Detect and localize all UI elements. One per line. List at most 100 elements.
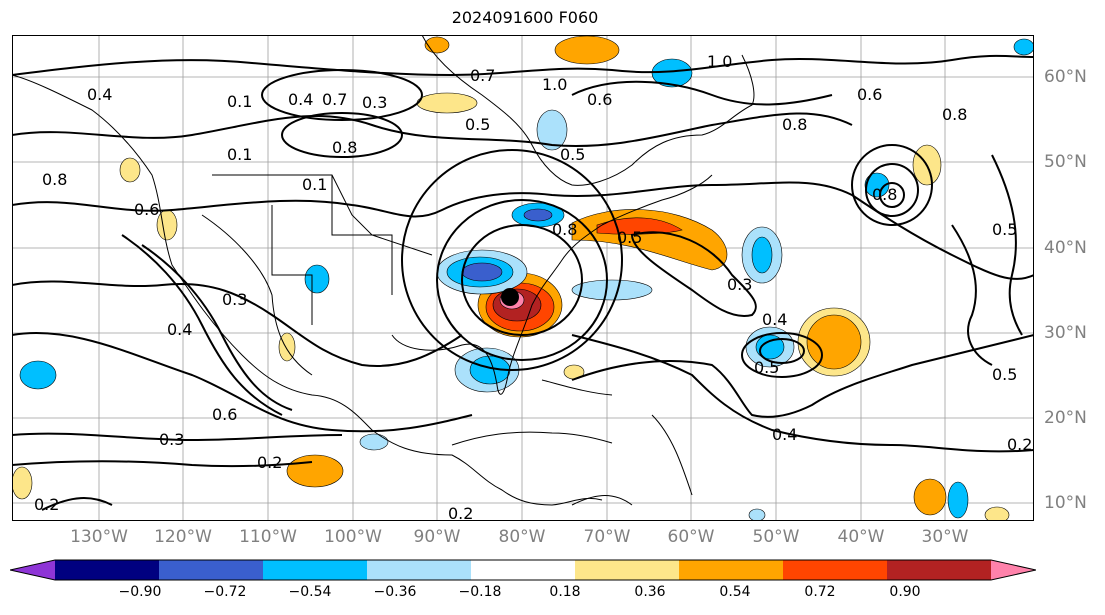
colorbar-tick: −0.18 — [458, 584, 502, 600]
negative-anomaly-far-east — [1013, 38, 1034, 56]
colorbar-tick: 0.54 — [719, 584, 751, 600]
lon-label: 110°W — [239, 527, 297, 547]
colorbar-tick: 0.36 — [634, 584, 666, 600]
contour-label: 0.8 — [332, 138, 357, 157]
negative-anomaly-dipole-core — [755, 334, 785, 360]
lat-label: 30°N — [1044, 323, 1087, 343]
colorbar-tick: −0.54 — [288, 584, 332, 600]
negative-anomaly-midatlantic-core — [523, 208, 553, 222]
positive-anomaly-north-west — [424, 36, 450, 54]
contour-label: 0.8 — [942, 105, 967, 124]
contour-lines — [12, 54, 1034, 511]
colorbar — [10, 559, 1036, 581]
positive-anomaly-far-south — [984, 506, 1010, 521]
contour-label: 0.6 — [857, 85, 882, 104]
contour-label: 0.3 — [222, 290, 247, 309]
colorbar-tick: −0.36 — [373, 584, 417, 600]
colorbar-segment — [367, 560, 472, 580]
colorbar-segment — [263, 560, 368, 580]
map-panel: 1.0 0.7 1.0 0.4 0.1 0.4 0.7 0.3 0.5 0.5 … — [12, 35, 1034, 521]
negative-anomaly-iceland — [864, 172, 890, 198]
contour-label-group: 1.0 0.7 1.0 0.4 0.1 0.4 0.7 0.3 0.5 0.5 … — [34, 52, 1032, 521]
positive-anomaly-pacific-south — [286, 454, 344, 488]
contour-label: 0.7 — [470, 66, 495, 85]
positive-anomaly-bc — [156, 209, 178, 241]
colorbar-segment — [159, 560, 264, 580]
negative-anomaly-central-america — [359, 433, 389, 451]
contour-label: 0.1 — [227, 92, 252, 111]
positive-anomaly-sw-atlantic — [913, 478, 947, 516]
lon-label: 60°W — [667, 527, 715, 547]
negative-anomaly-west-mexico — [304, 264, 330, 294]
contour-label: 0.5 — [617, 228, 642, 247]
colorbar-tick: −0.90 — [118, 584, 162, 600]
lat-label: 20°N — [1044, 408, 1087, 428]
contour-label: 0.8 — [782, 115, 807, 134]
contour-label: 0.6 — [212, 405, 237, 424]
contour-label: 0.2 — [448, 504, 473, 521]
positive-anomaly-north — [554, 35, 620, 65]
contour-label: 0.3 — [362, 93, 387, 112]
lat-label: 10°N — [1044, 493, 1087, 513]
coastlines — [12, 35, 755, 506]
negative-anomaly-quebec — [536, 109, 568, 151]
contour-label: 0.5 — [992, 365, 1017, 384]
lon-label: 50°W — [752, 527, 800, 547]
contour-label: 0.5 — [754, 358, 779, 377]
contour-label: 0.5 — [992, 220, 1017, 239]
contour-label: 0.4 — [762, 310, 787, 329]
negative-anomaly-pacific-west — [19, 360, 57, 390]
colorbar-segment — [471, 560, 576, 580]
contour-label: 1.0 — [707, 52, 732, 71]
map-frame — [12, 35, 1034, 521]
lon-label: 120°W — [154, 527, 212, 547]
colorbar-tick: −0.72 — [203, 584, 247, 600]
lon-label: 30°W — [921, 527, 969, 547]
contour-label: 0.4 — [288, 90, 313, 109]
colorbar-tick: 0.18 — [549, 584, 581, 600]
contour-label: 0.6 — [587, 90, 612, 109]
colorbar-extend-left — [10, 560, 55, 580]
lon-label: 40°W — [837, 527, 885, 547]
lat-label: 50°N — [1044, 152, 1087, 172]
positive-anomaly-mexico — [278, 332, 296, 362]
lon-label: 80°W — [498, 527, 546, 547]
colorbar-tick: 0.90 — [889, 584, 921, 600]
contour-label: 0.1 — [302, 175, 327, 194]
contour-label: 0.4 — [167, 320, 192, 339]
lon-label: 100°W — [324, 527, 382, 547]
map-title: 2024091600 F060 — [451, 8, 599, 27]
positive-anomaly-dipole-core — [806, 314, 862, 370]
contour-label: 0.2 — [257, 453, 282, 472]
contour-label: 0.3 — [159, 430, 184, 449]
lat-label: 60°N — [1044, 67, 1087, 87]
colorbar-segment — [575, 560, 680, 580]
contour-label: 0.4 — [87, 85, 112, 104]
negative-anomaly-southeast-core — [461, 262, 503, 282]
negative-anomaly-south-central — [748, 508, 766, 521]
lon-label: 130°W — [70, 527, 128, 547]
storm-center-marker — [501, 288, 519, 306]
colorbar-segment — [887, 560, 992, 580]
lon-label: 90°W — [413, 527, 461, 547]
positive-anomaly-pacific-sw — [12, 466, 33, 500]
colorbar-segment — [55, 560, 160, 580]
colorbar-tick: 0.72 — [804, 584, 836, 600]
contour-label: 0.1 — [227, 145, 252, 164]
negative-anomaly-offshore — [571, 279, 653, 301]
negative-anomaly-east-core — [751, 236, 773, 274]
positive-anomaly-alaska — [119, 157, 141, 183]
contour-label: 0.6 — [134, 200, 159, 219]
shaded-fields — [12, 35, 1034, 521]
contour-label: 0.4 — [772, 425, 797, 444]
colorbar-segment — [679, 560, 784, 580]
colorbar-extend-right — [991, 560, 1036, 580]
contour-label: 0.3 — [727, 275, 752, 294]
negative-anomaly-sw-atlantic — [947, 481, 969, 519]
contour-label: 0.2 — [1007, 435, 1032, 454]
contour-label: 0.8 — [872, 185, 897, 204]
contour-label: 1.0 — [542, 75, 567, 94]
contour-label: 0.5 — [465, 115, 490, 134]
contour-label: 0.8 — [42, 170, 67, 189]
positive-anomaly-hudson — [416, 92, 478, 114]
